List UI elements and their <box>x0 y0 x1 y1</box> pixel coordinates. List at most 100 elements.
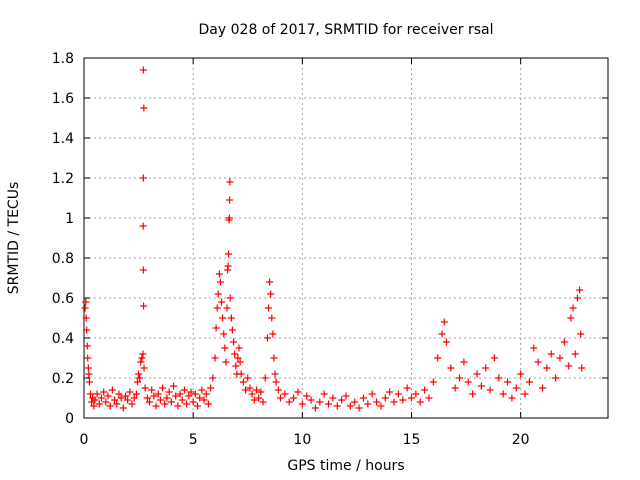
data-point <box>565 362 573 370</box>
data-point <box>512 384 520 392</box>
data-point <box>209 374 217 382</box>
data-point <box>219 314 227 322</box>
data-point <box>85 378 93 386</box>
y-tick-label: 1 <box>65 211 74 227</box>
data-point <box>325 400 333 408</box>
data-point <box>143 394 151 402</box>
data-point <box>189 398 197 406</box>
data-point <box>567 314 575 322</box>
data-point <box>320 390 328 398</box>
y-tick-label: 0.2 <box>52 371 74 387</box>
x-axis-label: GPS time / hours <box>287 458 404 474</box>
data-point <box>543 364 551 372</box>
data-point <box>183 400 191 408</box>
data-point <box>469 390 477 398</box>
data-point <box>102 398 110 406</box>
data-point <box>140 302 148 310</box>
plot-frame <box>83 57 609 419</box>
data-point <box>113 400 121 408</box>
data-point <box>213 304 221 312</box>
data-point <box>95 400 103 408</box>
x-tick-label: 10 <box>293 432 311 448</box>
data-point <box>294 388 302 396</box>
y-tick-label: 1.6 <box>52 91 74 107</box>
data-point <box>87 390 95 398</box>
data-point <box>281 390 289 398</box>
y-tick-label: 0 <box>65 411 74 427</box>
data-point <box>338 396 346 404</box>
data-point <box>194 402 202 410</box>
axis-ticks <box>83 57 608 419</box>
data-point <box>117 394 125 402</box>
data-point <box>333 402 341 410</box>
data-point <box>495 374 503 382</box>
data-point <box>225 250 233 258</box>
data-point <box>451 384 459 392</box>
data-point <box>150 392 158 400</box>
data-point <box>100 388 108 396</box>
data-point <box>115 390 123 398</box>
y-tick-label: 0.8 <box>52 251 74 267</box>
data-point <box>368 390 376 398</box>
data-point <box>119 404 127 412</box>
x-tick-label: 0 <box>80 432 89 448</box>
data-point <box>386 388 394 396</box>
grid-lines <box>84 58 608 418</box>
data-point <box>161 400 169 408</box>
data-point <box>104 392 112 400</box>
data-point <box>130 394 138 402</box>
data-point <box>569 304 577 312</box>
data-point <box>221 344 229 352</box>
data-point <box>163 394 171 402</box>
data-point <box>490 354 498 362</box>
data-point <box>212 324 220 332</box>
data-point <box>270 354 278 362</box>
data-point <box>196 394 204 402</box>
data-point <box>83 326 91 334</box>
data-point <box>83 342 91 350</box>
data-point <box>359 394 367 402</box>
y-tick-label: 1.2 <box>52 171 74 187</box>
data-point <box>242 386 250 394</box>
data-point <box>266 278 274 286</box>
data-point <box>576 286 584 294</box>
y-tick-label: 0.4 <box>52 331 74 347</box>
data-point <box>573 294 581 302</box>
data-point <box>228 326 236 334</box>
data-point <box>499 390 507 398</box>
data-point <box>285 398 293 406</box>
data-point <box>90 402 98 410</box>
data-point <box>97 394 105 402</box>
data-point <box>460 358 468 366</box>
data-point <box>577 330 585 338</box>
data-point <box>525 378 533 386</box>
data-point <box>211 354 219 362</box>
data-point <box>176 390 184 398</box>
data-point <box>139 174 147 182</box>
data-point <box>225 214 233 222</box>
data-point <box>464 378 472 386</box>
data-point <box>504 378 512 386</box>
data-point <box>425 394 433 402</box>
data-point <box>351 398 359 406</box>
data-point <box>226 196 234 204</box>
data-point <box>416 398 424 406</box>
data-point <box>246 384 254 392</box>
data-point <box>517 370 525 378</box>
x-tick-label: 15 <box>403 432 421 448</box>
data-point <box>159 384 167 392</box>
data-point <box>307 396 315 404</box>
data-point <box>236 358 244 366</box>
data-point <box>390 398 398 406</box>
data-point <box>178 396 186 404</box>
data-point <box>224 262 232 270</box>
data-point <box>552 374 560 382</box>
data-point <box>170 382 178 390</box>
data-point <box>106 402 114 410</box>
x-tick-label: 20 <box>512 432 530 448</box>
data-point <box>85 370 93 378</box>
data-point <box>198 386 206 394</box>
data-point <box>126 388 134 396</box>
data-point <box>84 354 92 362</box>
data-point <box>207 384 215 392</box>
